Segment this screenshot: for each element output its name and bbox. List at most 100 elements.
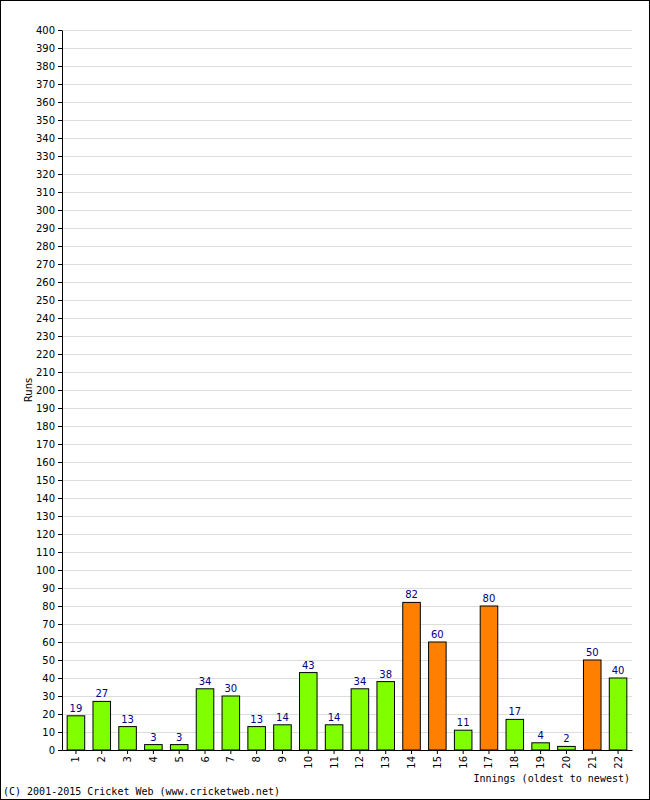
y-tick-label: 360: [36, 97, 55, 108]
y-tick-label: 20: [42, 709, 55, 720]
x-tick-label: 11: [329, 756, 340, 769]
x-tick-mark: [153, 750, 154, 754]
grid-line: [62, 732, 632, 733]
y-tick: 340: [36, 133, 62, 144]
y-tick-label: 10: [42, 727, 55, 738]
y-tick-label: 310: [36, 187, 55, 198]
y-tick-label: 270: [36, 259, 55, 270]
data-label: 34: [354, 676, 367, 687]
grid-line: [62, 336, 632, 337]
x-tick-mark: [592, 750, 593, 754]
grid-line: [62, 174, 632, 175]
y-tick: 290: [36, 223, 62, 234]
y-tick-mark: [58, 30, 62, 31]
y-tick-mark: [58, 246, 62, 247]
y-tick: 260: [36, 277, 62, 288]
data-label: 30: [224, 683, 237, 694]
grid-line: [62, 30, 632, 31]
y-tick: 10: [42, 727, 62, 738]
grid-line: [62, 570, 632, 571]
bar: [506, 719, 524, 750]
y-tick-label: 60: [42, 637, 55, 648]
x-tick-mark: [205, 750, 206, 754]
x-tick-label: 1: [70, 756, 81, 762]
y-tick-mark: [58, 570, 62, 571]
x-tick-label: 17: [483, 756, 494, 769]
y-tick-mark: [58, 372, 62, 373]
grid-line: [62, 678, 632, 679]
y-tick: 0: [49, 745, 62, 756]
data-label: 82: [405, 589, 418, 600]
grid-line: [62, 354, 632, 355]
bar: [325, 725, 343, 750]
y-tick-mark: [58, 336, 62, 337]
bar: [351, 689, 369, 750]
x-tick-mark: [282, 750, 283, 754]
y-tick-mark: [58, 498, 62, 499]
y-tick-mark: [58, 552, 62, 553]
y-tick: 160: [36, 457, 62, 468]
x-tick: 4: [148, 750, 159, 762]
bar: [274, 725, 292, 750]
bar: [609, 678, 627, 750]
y-tick-mark: [58, 732, 62, 733]
y-tick-label: 100: [36, 565, 55, 576]
y-tick: 220: [36, 349, 62, 360]
x-tick: 7: [225, 750, 236, 762]
y-tick-mark: [58, 516, 62, 517]
data-label: 60: [431, 629, 444, 640]
bar: [454, 730, 472, 750]
y-tick: 230: [36, 331, 62, 342]
y-tick: 180: [36, 421, 62, 432]
y-tick-label: 90: [42, 583, 55, 594]
data-label: 3: [150, 732, 156, 743]
y-tick-label: 50: [42, 655, 55, 666]
x-tick-label: 4: [148, 756, 159, 762]
grid-line: [62, 102, 632, 103]
y-tick-label: 150: [36, 475, 55, 486]
data-label: 14: [276, 712, 289, 723]
y-tick-mark: [58, 426, 62, 427]
grid-line: [62, 66, 632, 67]
x-tick: 12: [354, 750, 365, 769]
y-tick-label: 30: [42, 691, 55, 702]
y-tick: 50: [42, 655, 62, 666]
y-tick-mark: [58, 588, 62, 589]
y-tick-mark: [58, 750, 62, 751]
data-label: 13: [121, 714, 134, 725]
bar: [583, 660, 601, 750]
data-label: 17: [508, 706, 521, 717]
x-tick-label: 5: [174, 756, 185, 762]
y-tick-label: 190: [36, 403, 55, 414]
background: [1, 1, 650, 800]
x-tick-mark: [101, 750, 102, 754]
y-tick-mark: [58, 210, 62, 211]
y-tick: 360: [36, 97, 62, 108]
y-tick: 270: [36, 259, 62, 270]
grid: [62, 31, 632, 751]
y-tick-label: 170: [36, 439, 55, 450]
y-tick-label: 110: [36, 547, 55, 558]
y-tick: 250: [36, 295, 62, 306]
data-label: 38: [379, 669, 392, 680]
y-tick: 150: [36, 475, 62, 486]
x-tick-label: 22: [613, 756, 624, 769]
x-tick-label: 8: [251, 756, 262, 762]
x-tick-label: 13: [380, 756, 391, 769]
bar: [196, 689, 214, 750]
y-tick-mark: [58, 462, 62, 463]
x-axis-title: Innings (oldest to newest): [473, 773, 630, 784]
data-labels: 1927133334301314431434388260118017425040: [70, 589, 625, 744]
grid-line: [62, 426, 632, 427]
x-tick-mark: [463, 750, 464, 754]
y-tick-mark: [58, 660, 62, 661]
data-label: 80: [483, 593, 496, 604]
y-tick-mark: [58, 156, 62, 157]
y-tick-label: 200: [36, 385, 55, 396]
grid-line: [62, 156, 632, 157]
y-tick-label: 380: [36, 61, 55, 72]
y-tick: 60: [42, 637, 62, 648]
bar: [532, 743, 550, 750]
grid-line: [62, 750, 632, 751]
grid-line: [62, 498, 632, 499]
